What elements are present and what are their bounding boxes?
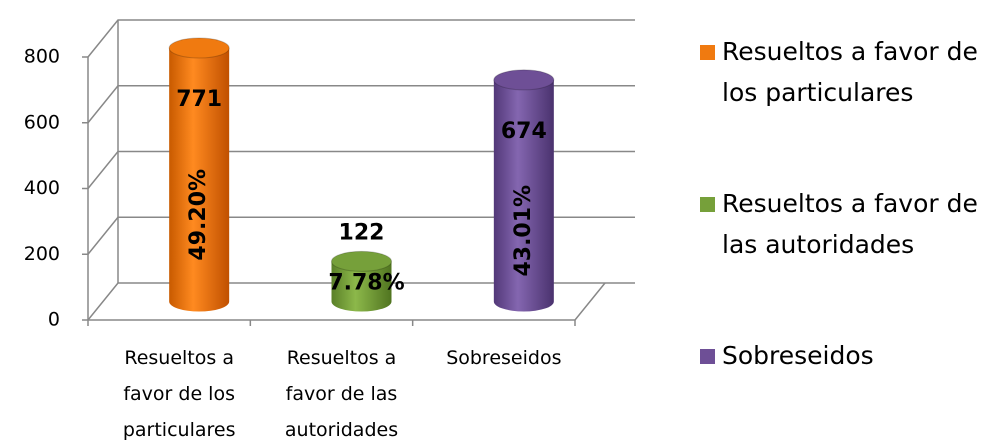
grid-line [87,150,635,189]
percent-label: 43.01% [511,185,536,277]
y-tick-label: 800 [24,46,60,68]
legend-label: Sobreseidos [722,341,874,370]
y-tick-label: 400 [24,177,60,199]
legend-swatch [700,349,715,364]
percent-label: 7.78% [328,270,404,295]
legend-swatch [700,197,715,212]
value-label: 771 [176,87,222,112]
value-label: 674 [501,119,547,144]
legend-label: Resueltos a favor de los particulares [722,37,978,107]
legend-label: Resueltos a favor de las autoridades [722,189,978,259]
bar [493,69,555,312]
x-tick-label: Resueltos a favor de las autoridades [285,347,398,441]
bar [168,37,230,312]
value-label: 122 [339,220,385,245]
percent-label: 49.20% [186,169,211,261]
y-tick-label: 600 [24,111,60,133]
x-tick-label: Sobreseidos [446,347,561,369]
grid-line [87,85,635,124]
x-tick-label: Resueltos a favor de los particulares [123,347,236,441]
legend-swatch [700,45,715,60]
y-tick-label: 200 [24,243,60,265]
y-tick-label: 0 [48,309,60,331]
grid-line [87,282,635,321]
bar [331,250,392,312]
grid-line [87,216,635,255]
grid-line [87,19,635,58]
